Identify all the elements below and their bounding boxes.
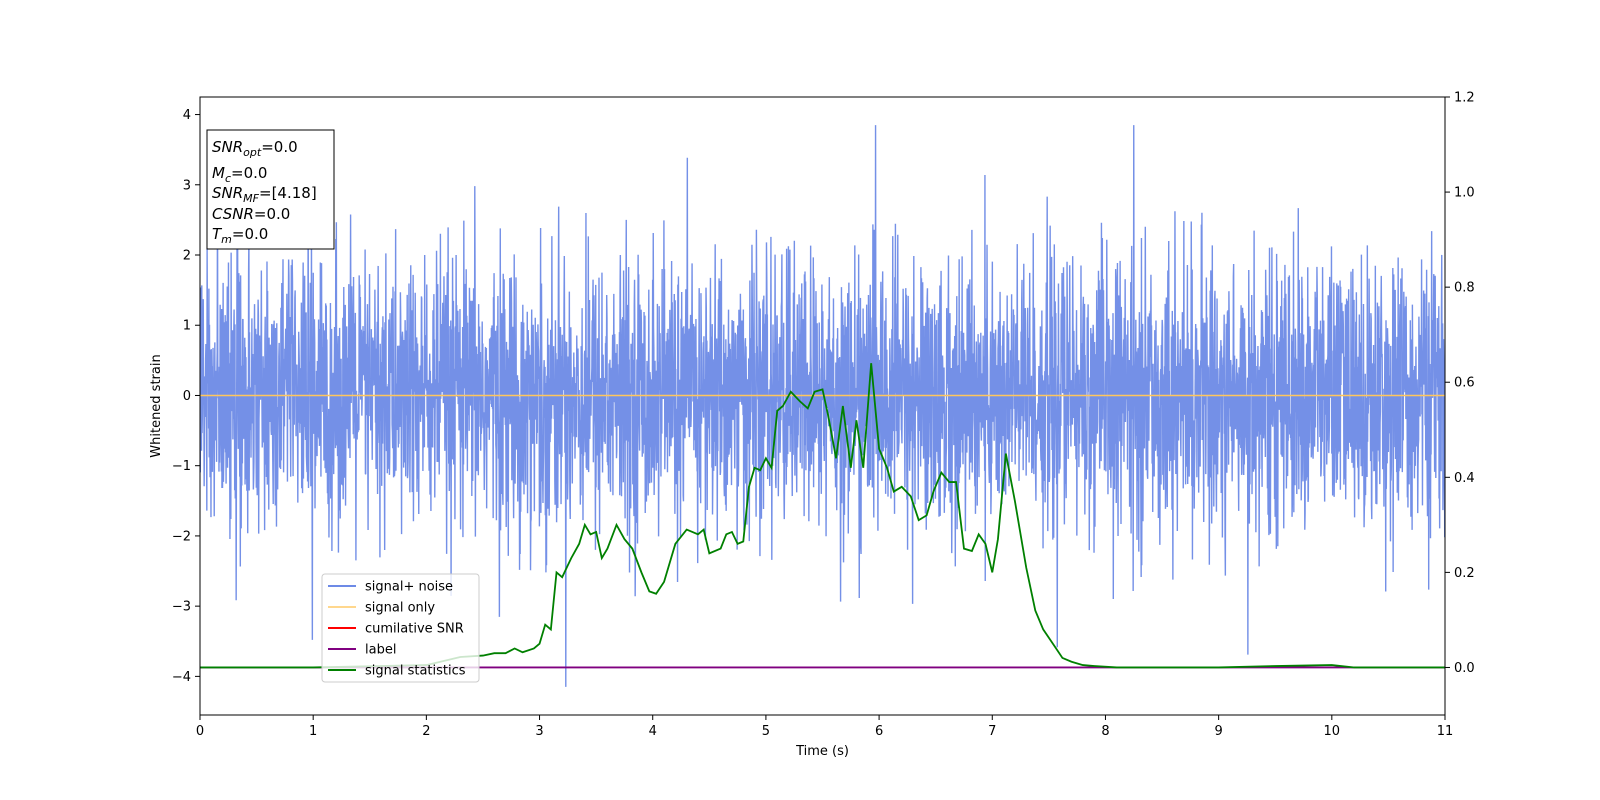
y-tick-label: 4 (183, 108, 191, 123)
y2-tick-label: 0.6 (1454, 376, 1475, 391)
x-axis-label: Time (s) (795, 744, 849, 759)
y2-tick-label: 1.2 (1454, 91, 1475, 106)
annotation-box-frame (206, 129, 335, 250)
y2-tick-label: 0.2 (1454, 566, 1475, 581)
y-tick-label: −1 (172, 459, 191, 474)
legend-entry: signal only (365, 601, 435, 616)
signal-noise-line (200, 125, 1445, 687)
annotation-line: Mc=0.0 (212, 164, 267, 185)
annotation-line: SNRopt=0.0 (212, 138, 298, 159)
x-tick-label: 11 (1437, 724, 1454, 739)
series-signal-noise (200, 125, 1445, 687)
x-tick-label: 6 (875, 724, 883, 739)
legend-entry: signal statistics (365, 664, 466, 679)
y-tick-label: 1 (183, 319, 191, 334)
y-tick-label: −4 (172, 670, 191, 685)
y-tick-label: −3 (172, 600, 191, 615)
x-tick-label: 5 (762, 724, 770, 739)
x-tick-label: 0 (196, 724, 204, 739)
y-axis-left: −4 −3 −2 −1 0 1 2 3 4 (172, 108, 200, 685)
y-tick-label: 3 (183, 178, 191, 193)
x-axis: 0 1 2 3 4 5 6 7 8 9 10 11 (196, 715, 1453, 739)
x-tick-label: 3 (535, 724, 543, 739)
legend: signal+ noise signal only cumilative SNR la… (321, 573, 480, 683)
signal-statistics-line (200, 363, 1445, 669)
x-tick-label: 8 (1101, 724, 1109, 739)
x-tick-label: 1 (309, 724, 317, 739)
y-tick-label: 0 (183, 389, 191, 404)
legend-frame (321, 573, 480, 683)
x-tick-label: 2 (422, 724, 430, 739)
legend-entry: cumilative SNR (365, 622, 464, 637)
legend-entry: signal+ noise (365, 580, 453, 595)
legend-entry: label (365, 643, 396, 658)
annotation-line: CSNR=0.0 (212, 205, 290, 223)
annotation-line: SNRMF=[4.18] (212, 184, 317, 205)
y2-tick-label: 0.4 (1454, 471, 1475, 486)
y2-tick-label: 0.0 (1454, 661, 1475, 676)
y2-tick-label: 1.0 (1454, 186, 1475, 201)
y2-tick-label: 0.8 (1454, 281, 1475, 296)
y-axis-label: Whitened strain (149, 354, 164, 457)
axes-frame (199, 96, 1446, 716)
y-tick-label: −2 (172, 529, 191, 544)
x-tick-label: 4 (649, 724, 657, 739)
annotation-line: Tm=0.0 (212, 225, 268, 246)
y-tick-label: 2 (183, 249, 191, 264)
x-tick-label: 9 (1214, 724, 1222, 739)
x-tick-label: 10 (1324, 724, 1341, 739)
x-tick-label: 7 (988, 724, 996, 739)
y-axis-right: 0.0 0.2 0.4 0.6 0.8 1.0 1.2 (1445, 91, 1475, 676)
